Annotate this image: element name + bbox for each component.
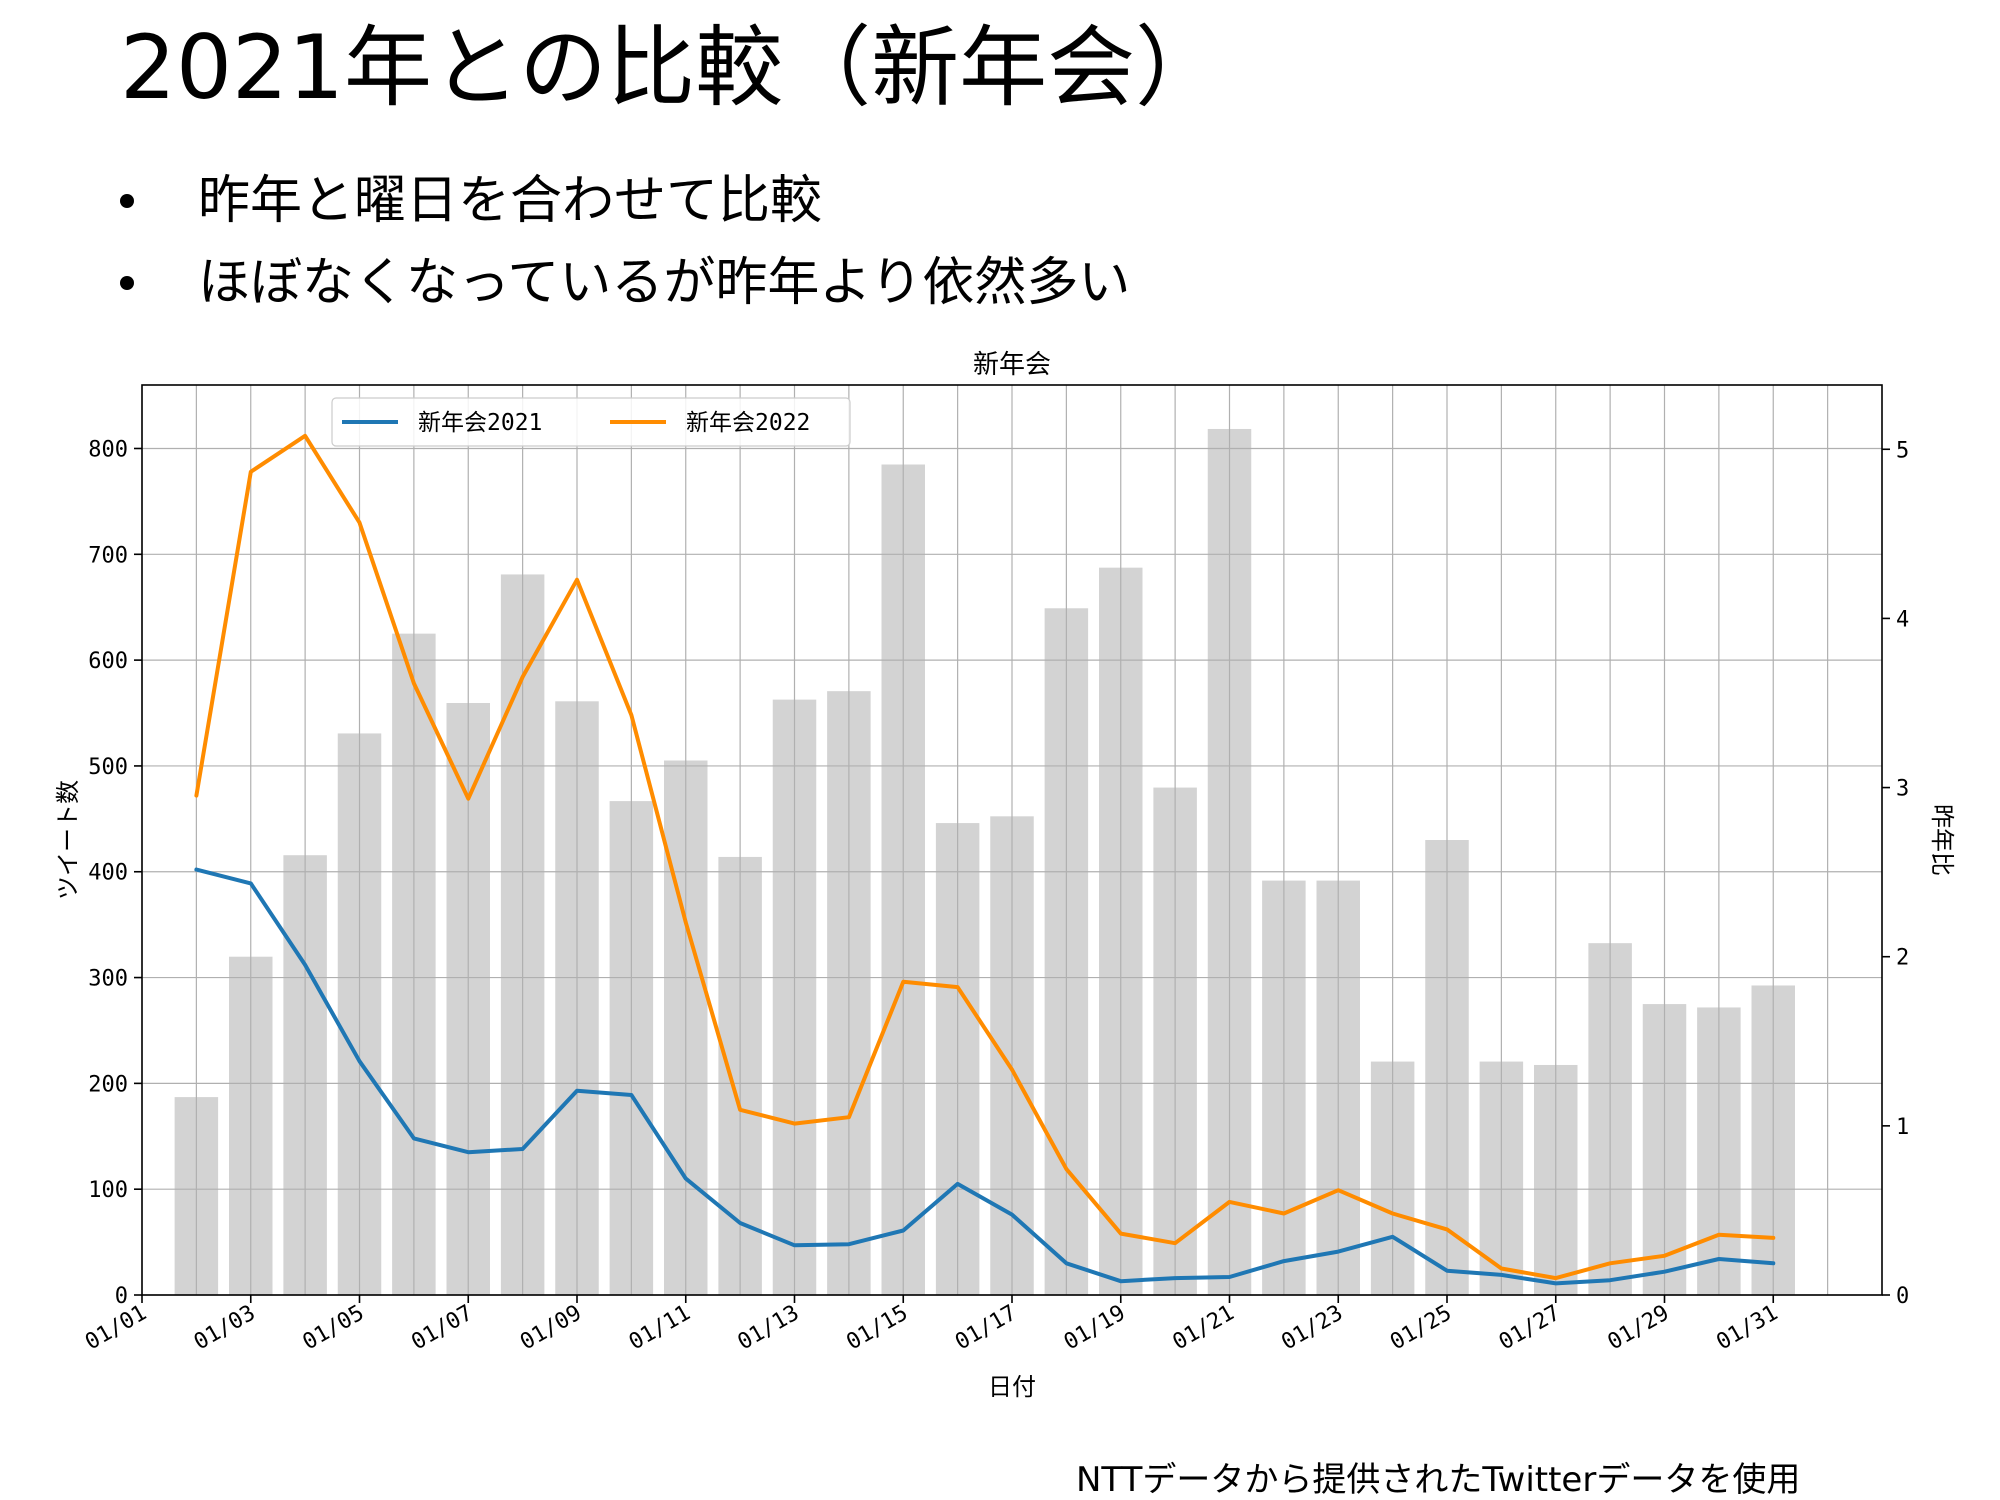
bullet-dot [120,194,134,208]
bullet-text: ほぼなくなっているが昨年より依然多い [198,253,1131,313]
series-line [194,867,1776,1286]
chart-title: 新年会 [973,350,1051,380]
x-tick-label: 01/21 [1169,1301,1239,1356]
bullet-item: ほぼなくなっているが昨年より依然多い [120,242,1130,324]
source-note: NTTデータから提供されたTwitterデータを使用 [1076,1460,1801,1500]
slide-title: 2021年との比較（新年会） [120,16,1224,119]
x-tick-label: 01/05 [299,1301,369,1356]
x-tick-label: 01/15 [842,1301,912,1356]
x-tick-label: 01/19 [1060,1301,1130,1356]
x-tick-label: 01/13 [734,1301,804,1356]
bars-layer [174,428,1795,1296]
x-tick-label: 01/07 [407,1301,477,1356]
legend-box [331,397,851,447]
y2-tick-label: 2 [1896,946,1909,971]
y-tick-label: 700 [88,543,128,568]
x-tick-label: 01/31 [1712,1301,1782,1356]
y-tick-label: 800 [88,437,128,462]
x-tick-label: 01/11 [625,1301,695,1356]
series-line [194,433,1776,1281]
y2-tick-label: 4 [1896,607,1909,632]
x-axis-label: 日付 [988,1373,1036,1401]
y-tick-label: 400 [88,861,128,886]
x-tick-label: 01/27 [1495,1301,1565,1356]
x-tick-label: 01/03 [190,1301,260,1356]
x-tick-label: 01/29 [1604,1301,1674,1356]
x-tick-label: 01/23 [1277,1301,1347,1356]
y-tick-label: 0 [115,1284,128,1309]
x-tick-label: 01/09 [516,1301,586,1356]
y-tick-label: 600 [88,649,128,674]
y-tick-label: 300 [88,967,128,992]
lines-layer [194,433,1776,1286]
y-tick-label: 500 [88,755,128,780]
y-axis-label: ツイート数 [54,780,82,900]
y2-tick-label: 3 [1896,777,1909,802]
x-tick-label: 01/17 [951,1301,1021,1356]
y-tick-label: 100 [88,1178,128,1203]
legend: 新年会2021 新年会2022 [331,397,851,447]
y2-axis-label: 昨年比 [1928,804,1956,876]
bullet-list: 昨年と曜日を合わせて比較 ほぼなくなっているが昨年より依然多い [120,160,1130,324]
legend-label-2021: 新年会2021 [418,410,542,436]
bullet-item: 昨年と曜日を合わせて比較 [120,160,1130,242]
bullet-text: 昨年と曜日を合わせて比較 [198,171,823,231]
y2-tick-label: 1 [1896,1115,1909,1140]
y2-tick-label: 5 [1896,438,1909,463]
bullet-dot [120,276,134,290]
y-tick-label: 200 [88,1072,128,1097]
y2-tick-label: 0 [1896,1284,1909,1309]
legend-label-2022: 新年会2022 [686,410,810,436]
x-tick-label: 01/25 [1386,1301,1456,1356]
